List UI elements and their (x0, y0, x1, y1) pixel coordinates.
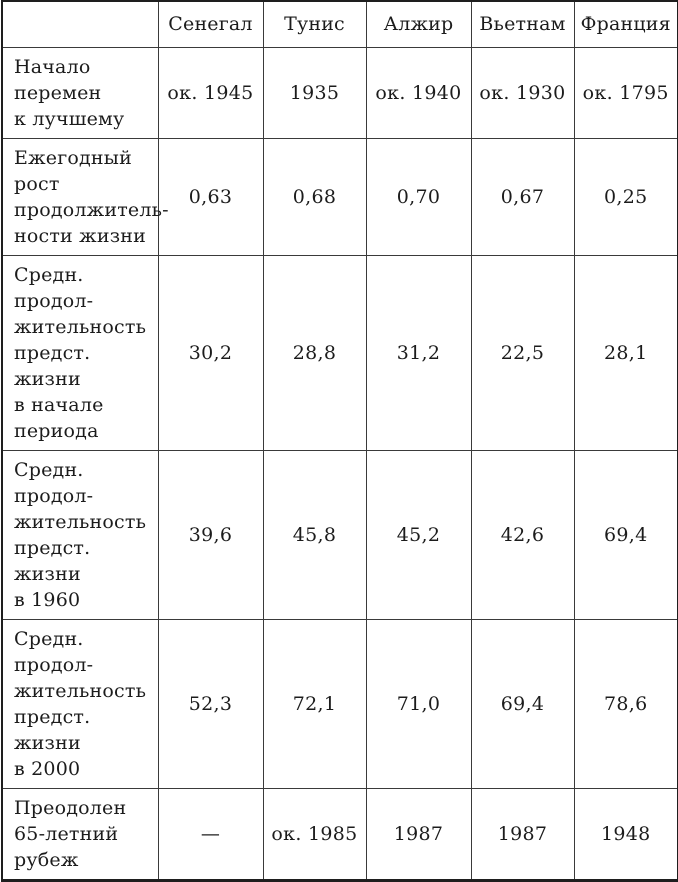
table-cell: 22,5 (470, 254, 575, 451)
table-row: Ежегодный рост продолжитель- ности жизни… (1, 137, 678, 256)
table-row: Средн. продол- жительность предст. жизни… (1, 618, 678, 789)
table-body: Начало перемен к лучшему ок. 1945 1935 о… (1, 46, 678, 881)
column-header-algeria: Алжир (365, 0, 472, 48)
row-label: Преодолен 65-летний рубеж (1, 787, 159, 881)
table-cell: 30,2 (157, 254, 264, 451)
table-row: Начало перемен к лучшему ок. 1945 1935 о… (1, 46, 678, 139)
table-cell: 78,6 (573, 618, 678, 789)
column-header-france: Франция (573, 0, 678, 48)
table-cell: ок. 1985 (262, 787, 367, 881)
table-cell: 71,0 (365, 618, 472, 789)
table-header: Сенегал Тунис Алжир Вьетнам Франция (1, 0, 678, 48)
table-cell: 0,63 (157, 137, 264, 256)
row-label: Средн. продол- жительность предст. жизни… (1, 449, 159, 620)
table-cell: 28,8 (262, 254, 367, 451)
column-header-senegal: Сенегал (157, 0, 264, 48)
table-cell: 0,25 (573, 137, 678, 256)
row-label: Средн. продол- жительность предст. жизни… (1, 618, 159, 789)
table-cell: 72,1 (262, 618, 367, 789)
table-cell: 1987 (365, 787, 472, 881)
table-cell: 39,6 (157, 449, 264, 620)
table-row: Средн. продол- жительность предст. жизни… (1, 449, 678, 620)
table-cell: 0,70 (365, 137, 472, 256)
table-row: Преодолен 65-летний рубеж — ок. 1985 198… (1, 787, 678, 881)
table-cell: 0,67 (470, 137, 575, 256)
table-cell: ок. 1795 (573, 46, 678, 139)
table-cell: 1948 (573, 787, 678, 881)
corner-cell (1, 0, 159, 48)
table-cell: 45,2 (365, 449, 472, 620)
table-cell: 28,1 (573, 254, 678, 451)
header-row: Сенегал Тунис Алжир Вьетнам Франция (1, 0, 678, 48)
table-cell: 1935 (262, 46, 367, 139)
column-header-vietnam: Вьетнам (470, 0, 575, 48)
table-cell: 69,4 (470, 618, 575, 789)
table-cell: 45,8 (262, 449, 367, 620)
table-cell: 0,68 (262, 137, 367, 256)
table-cell: ок. 1945 (157, 46, 264, 139)
table-cell: — (157, 787, 264, 881)
table-cell: 1987 (470, 787, 575, 881)
table-cell: ок. 1930 (470, 46, 575, 139)
row-label: Средн. продол- жительность предст. жизни… (1, 254, 159, 451)
table-cell: ок. 1940 (365, 46, 472, 139)
row-label: Начало перемен к лучшему (1, 46, 159, 139)
column-header-tunisia: Тунис (262, 0, 367, 48)
table-cell: 69,4 (573, 449, 678, 620)
table-cell: 31,2 (365, 254, 472, 451)
table-row: Средн. продол- жительность предст. жизни… (1, 254, 678, 451)
table-cell: 52,3 (157, 618, 264, 789)
row-label: Ежегодный рост продолжитель- ности жизни (1, 137, 169, 256)
table-cell: 42,6 (470, 449, 575, 620)
